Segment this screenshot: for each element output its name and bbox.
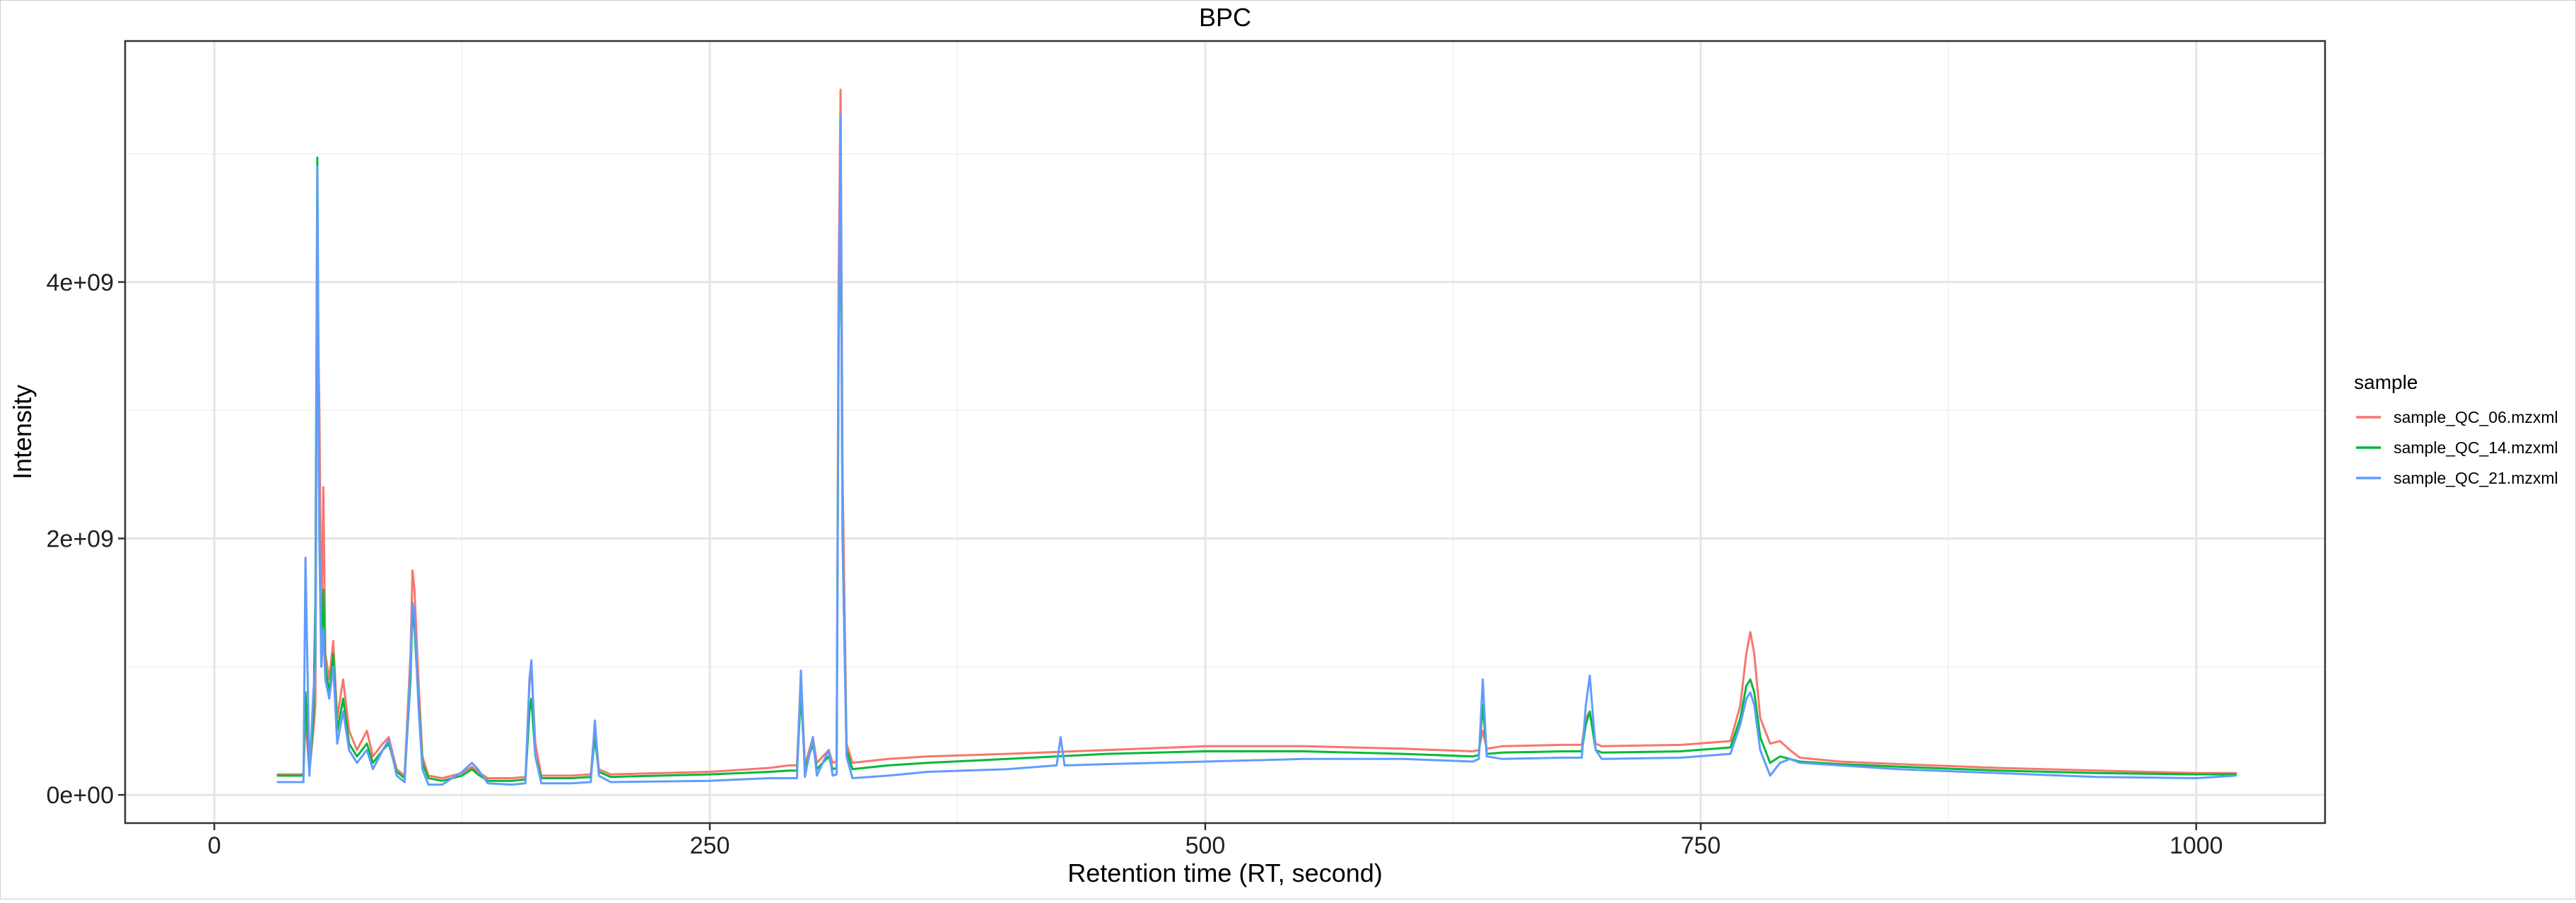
chart-title: BPC (1199, 3, 1251, 32)
y-axis-title: Intensity (8, 385, 37, 479)
legend-items: sample_QC_06.mzxml sample_QC_14.mzxmlsamp… (2356, 408, 2558, 487)
series-layer (276, 88, 2237, 786)
x-axis-title: Retention time (RT, second) (1067, 858, 1383, 887)
series-line-2 (276, 156, 2237, 782)
legend-label-1: sample_QC_06.mzxml (2394, 408, 2558, 426)
legend-label-2: sample_QC_14.mzxml (2394, 438, 2558, 457)
x-tick-label: 750 (1680, 832, 1721, 859)
x-tick-label: 250 (690, 832, 730, 859)
plot-border (124, 40, 2326, 825)
series-line-1 (276, 88, 2237, 779)
x-tick-label: 1000 (2170, 832, 2223, 859)
legend-label-3: sample_QC_21.mzxml (2394, 469, 2558, 487)
grid-layer (125, 41, 2325, 823)
series-line-3 (276, 114, 2237, 786)
y-tick-label: 4e+09 (47, 269, 115, 296)
y-tick-label: 0e+00 (47, 782, 115, 809)
plot-panel (125, 41, 2325, 823)
axis-layer: 0 250 500 750 1000 0e+00 2e+09 4e+09 (47, 269, 2223, 859)
legend-title: sample (2354, 371, 2418, 393)
x-tick-label: 500 (1185, 832, 1226, 859)
x-tick-label: 0 (208, 832, 221, 859)
y-tick-label: 2e+09 (47, 525, 115, 552)
legend: sample sample_QC_06.mzxml sample_QC_14.mz… (2354, 371, 2558, 487)
